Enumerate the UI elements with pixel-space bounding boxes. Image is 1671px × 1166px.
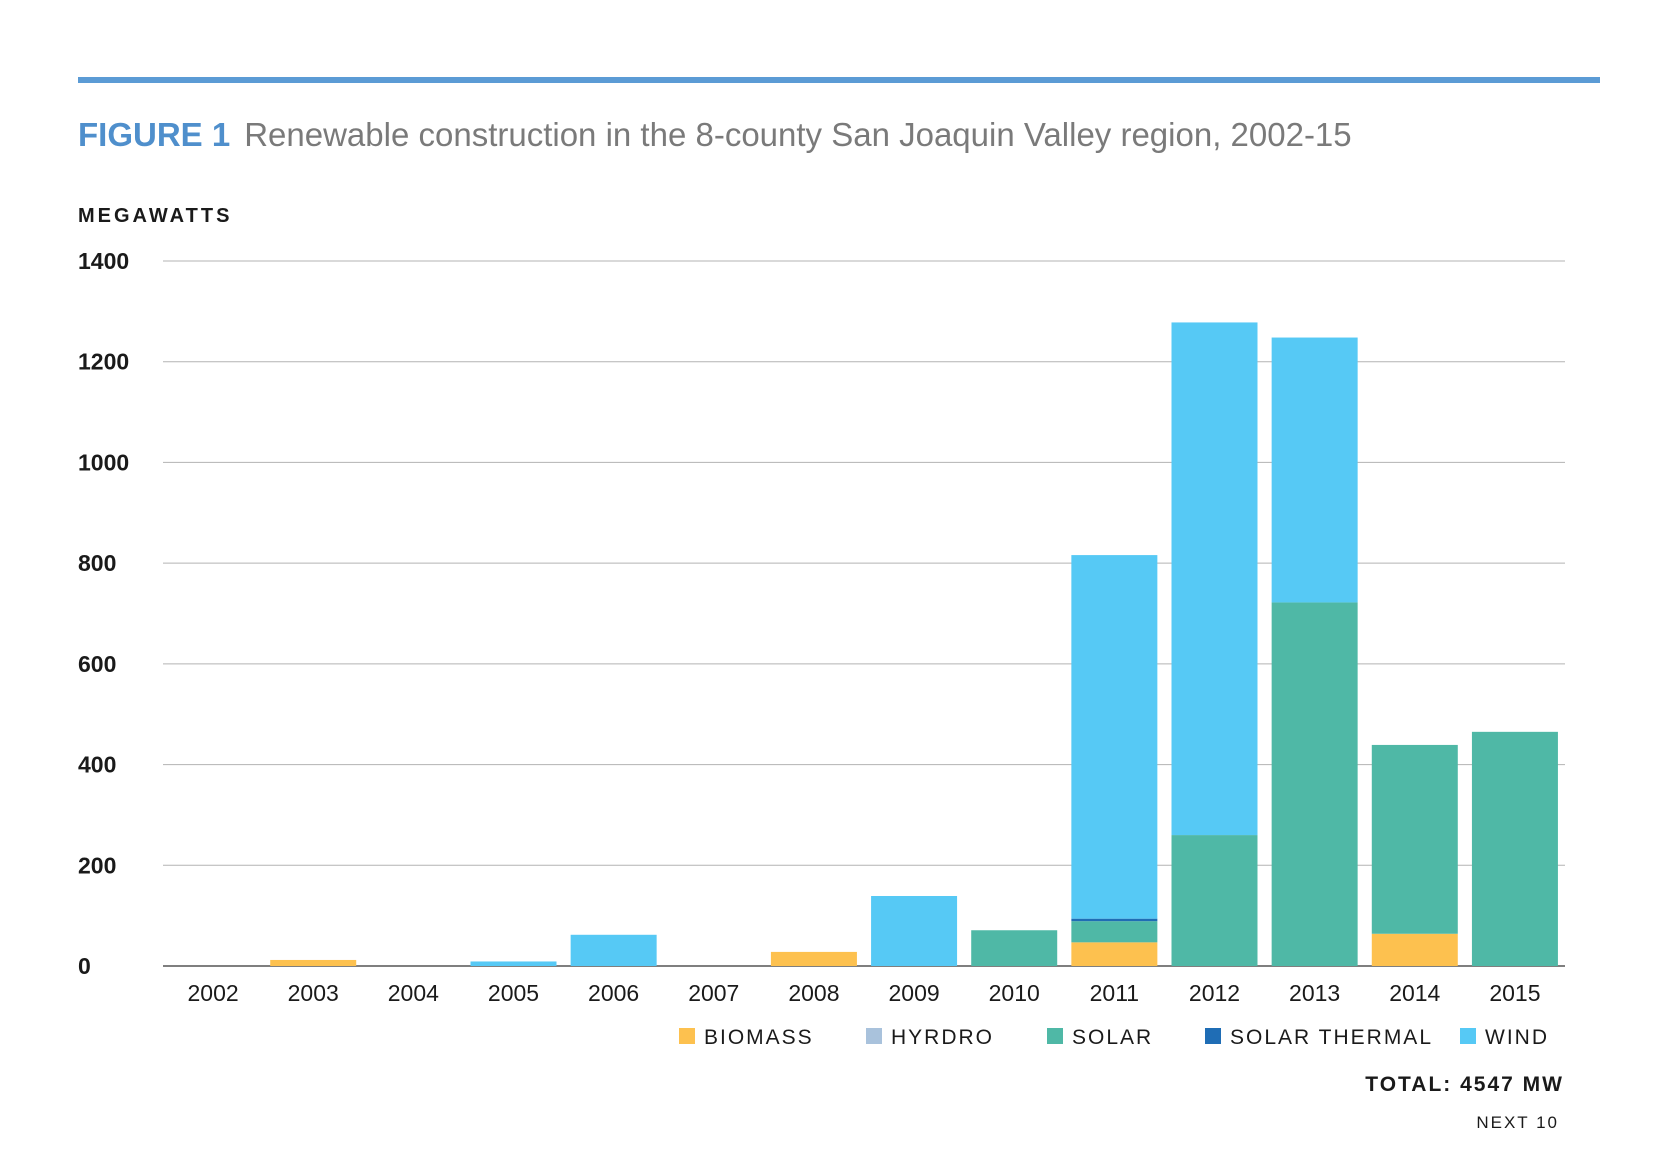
- x-tick-label: 2013: [1289, 980, 1340, 1006]
- bar-segment: [270, 959, 357, 966]
- x-tick-label: 2002: [187, 980, 238, 1006]
- legend-label: WIND: [1485, 1026, 1549, 1049]
- bar-segment: [1071, 921, 1158, 943]
- y-tick-label: 1400: [78, 248, 129, 274]
- y-axis-label: MEGAWATTS: [78, 205, 233, 227]
- x-tick-label: 2012: [1189, 980, 1240, 1006]
- legend-label: BIOMASS: [704, 1026, 814, 1049]
- y-axis-ticks: 0 200 400 600 800 1000 1200 1400: [78, 248, 129, 979]
- x-tick-label: 2014: [1389, 980, 1440, 1006]
- bar-segment: [1371, 933, 1458, 966]
- y-tick-label: 1200: [78, 349, 129, 375]
- legend-swatch: [1460, 1028, 1476, 1044]
- legend: BIOMASS HYRDRO SOLAR SOLAR THERMAL WIND: [679, 1026, 1549, 1049]
- bar-segment: [1471, 731, 1558, 966]
- bar-segment: [1371, 744, 1458, 934]
- bar-segment: [1071, 555, 1158, 919]
- legend-swatch: [679, 1028, 695, 1044]
- bar-segment: [1171, 835, 1258, 966]
- top-rule: [78, 77, 1600, 83]
- bar-segment: [871, 896, 958, 966]
- legend-swatch: [1047, 1028, 1063, 1044]
- bar-segment: [1271, 337, 1358, 603]
- bar-segment: [1271, 602, 1358, 966]
- y-tick-label: 200: [78, 852, 116, 878]
- x-tick-label: 2007: [688, 980, 739, 1006]
- x-tick-label: 2004: [388, 980, 439, 1006]
- x-tick-label: 2008: [788, 980, 839, 1006]
- legend-label: HYRDRO: [891, 1026, 994, 1049]
- x-tick-label: 2005: [488, 980, 539, 1006]
- x-tick-label: 2011: [1090, 980, 1139, 1006]
- legend-label: SOLAR THERMAL: [1230, 1026, 1433, 1049]
- figure-title-text: Renewable construction in the 8-county S…: [244, 116, 1352, 153]
- x-tick-label: 2010: [989, 980, 1040, 1006]
- y-tick-label: 800: [78, 550, 116, 576]
- bar-segment: [570, 934, 657, 966]
- total-label: TOTAL: 4547 MW: [1365, 1073, 1564, 1096]
- y-tick-label: 600: [78, 651, 116, 677]
- source-credit: NEXT 10: [1476, 1113, 1559, 1132]
- bar-segment: [1171, 322, 1258, 836]
- bar-segment: [971, 930, 1058, 966]
- legend-label: SOLAR: [1072, 1026, 1153, 1049]
- figure-number: FIGURE 1: [78, 116, 231, 153]
- legend-swatch: [1205, 1028, 1221, 1044]
- legend-swatch: [866, 1028, 882, 1044]
- x-tick-label: 2003: [288, 980, 339, 1006]
- figure-title: FIGURE 1 Renewable construction in the 8-…: [78, 116, 1352, 154]
- bars: [270, 322, 1558, 966]
- bar-segment: [470, 961, 557, 966]
- y-tick-label: 400: [78, 752, 116, 778]
- x-tick-label: 2009: [888, 980, 939, 1006]
- x-tick-label: 2006: [588, 980, 639, 1006]
- y-tick-label: 1000: [78, 449, 129, 475]
- bar-segment: [770, 951, 857, 966]
- x-tick-label: 2015: [1489, 980, 1540, 1006]
- bar-segment: [1071, 942, 1158, 966]
- y-tick-label: 0: [78, 953, 91, 979]
- bar-segment: [1071, 918, 1158, 922]
- x-axis-ticks: 2002 2003 2004 2005 2006 2007 2008 2009 2010 2011…: [187, 980, 1540, 1006]
